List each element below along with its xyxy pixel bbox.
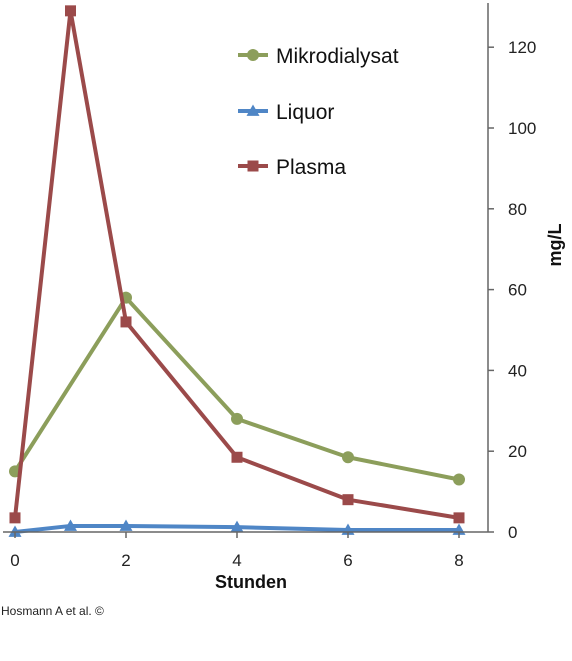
y-tick-label: 40 (508, 361, 527, 380)
data-point (65, 5, 76, 17)
legend-label: Liquor (276, 101, 334, 124)
legend: Mikrodialysat Liquor Plasma (238, 45, 399, 179)
copyright-credit: Hosmann A et al. © (1, 604, 104, 618)
y-tick-label: 0 (508, 523, 517, 542)
data-point (64, 519, 77, 531)
data-point (231, 412, 243, 425)
legend-label: Mikrodialysat (276, 45, 399, 68)
y-tick-label: 20 (508, 442, 527, 461)
x-axis-title: Stunden (215, 572, 287, 592)
data-point (9, 512, 21, 524)
data-point (119, 519, 133, 531)
data-point (453, 473, 465, 486)
series-layer (8, 5, 466, 537)
data-point (230, 520, 244, 533)
series-plasma (9, 5, 465, 524)
x-tick-label: 0 (10, 551, 19, 570)
y-tick-label: 80 (508, 200, 527, 219)
y-tick-label: 120 (508, 38, 536, 57)
data-point (120, 316, 132, 328)
legend-item-mikrodialysat: Mikrodialysat (238, 45, 399, 68)
x-tick-label: 8 (454, 551, 463, 570)
y-axis-title: mg/L (545, 223, 565, 266)
y-tick-label: 60 (508, 281, 527, 300)
x-tick-label: 2 (121, 551, 130, 570)
legend-marker (247, 160, 259, 172)
data-point (231, 451, 243, 463)
data-point (342, 494, 354, 506)
x-tick-label: 6 (343, 551, 352, 570)
y-tick-label: 100 (508, 119, 536, 138)
legend-label: Plasma (276, 156, 346, 179)
legend-marker (247, 49, 259, 61)
series-liquor (8, 519, 466, 537)
legend-item-plasma: Plasma (238, 156, 346, 179)
legend-marker (246, 104, 260, 116)
series-line (14, 523, 459, 534)
legend-item-liquor: Liquor (238, 101, 334, 124)
data-point (342, 451, 354, 464)
data-point (8, 525, 22, 537)
series-mikrodialysat (9, 291, 465, 486)
x-tick-label: 4 (232, 551, 241, 570)
data-point (453, 512, 465, 524)
series-line (13, 8, 460, 520)
